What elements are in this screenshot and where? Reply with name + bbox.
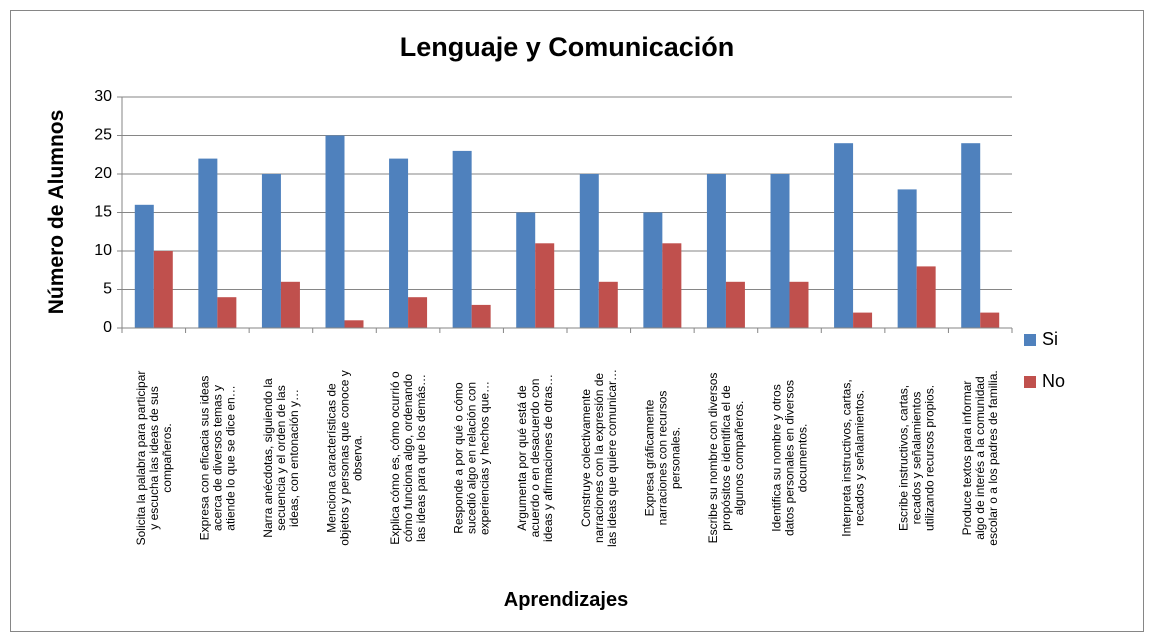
x-tick-label: acuerdo o en desacuerdo con xyxy=(528,379,542,538)
bar xyxy=(198,158,218,328)
bar xyxy=(961,143,981,328)
x-tick-label: recados y señalamientos. xyxy=(853,390,867,526)
bar xyxy=(471,304,491,328)
y-tick-label: 15 xyxy=(94,204,112,221)
x-tick-label: atiende lo que se dice en… xyxy=(223,385,237,530)
bar xyxy=(579,174,599,328)
x-tick-label: ideas, con entonación y… xyxy=(287,389,301,527)
x-axis-title: Aprendizajes xyxy=(504,589,628,611)
x-tick-label: Identifica su nombre y otros xyxy=(770,384,784,531)
bar xyxy=(261,174,281,328)
bar xyxy=(662,243,682,328)
bar xyxy=(408,297,428,328)
x-tick-label: narraciones con la expresión de xyxy=(592,373,606,543)
bar xyxy=(344,320,364,328)
x-tick-label: Expresa gráficamente xyxy=(642,399,656,516)
x-tick-label: observa. xyxy=(351,435,365,481)
x-tick-label: sucedió algo en relación con xyxy=(465,382,479,534)
x-tick-label: Narra anécdotas, siguiendo la xyxy=(261,378,275,538)
x-tick-label: compañeros. xyxy=(160,423,174,492)
bar xyxy=(897,189,917,328)
y-tick-label: 20 xyxy=(94,165,112,182)
x-tick-label: Escribe su nombre con diversos xyxy=(706,373,720,544)
x-tick-label: recados y señalamientos xyxy=(910,392,924,525)
legend-label: No xyxy=(1042,371,1065,391)
x-tick-label: personales. xyxy=(668,427,682,489)
bar xyxy=(134,204,154,328)
bar xyxy=(516,212,536,328)
x-tick-label: algo de interés a la comunidad xyxy=(973,376,987,539)
bar xyxy=(770,174,790,328)
x-tick-label: Expresa con eficacia sus ideas xyxy=(197,376,211,541)
x-tick-label: Menciona características de xyxy=(325,383,339,533)
x-tick-label: escolar o a los padres de familia. xyxy=(986,370,1000,545)
bar xyxy=(789,281,809,328)
x-tick-label: experiencias y hechos que… xyxy=(478,381,492,535)
y-tick-label: 30 xyxy=(94,88,112,105)
x-tick-label: objetos y personas que conoce y xyxy=(338,370,352,545)
x-tick-label: las ideas que quiere comunicar… xyxy=(605,369,619,547)
x-tick-label: acerca de diversos temas y xyxy=(210,385,224,531)
bar xyxy=(389,158,409,328)
chart-title: Lenguaje y Comunicación xyxy=(400,32,735,62)
x-tick-label: ideas y afirmaciones de otras… xyxy=(541,374,555,542)
x-tick-label: Responde a por qué o cómo xyxy=(452,382,466,534)
x-tick-label: propósitos e identifica el de xyxy=(719,385,733,531)
x-tick-label: Interpreta instructivos, cartas, xyxy=(840,379,854,536)
bar xyxy=(325,135,345,328)
x-tick-label: y escucha las ideas de sus xyxy=(147,386,161,529)
y-axis-title: Número de Alumnos xyxy=(45,110,68,315)
x-tick-label: Produce textos para informar xyxy=(960,381,974,536)
bar xyxy=(706,174,726,328)
bar xyxy=(598,281,618,328)
bar xyxy=(725,281,745,328)
x-tick-label: Argumenta por qué está de xyxy=(515,385,529,531)
bar xyxy=(853,312,873,328)
x-tick-label: Escribe instructivos, cartas, xyxy=(897,385,911,531)
legend-label: Si xyxy=(1042,329,1058,349)
y-tick-label: 5 xyxy=(103,281,112,298)
x-tick-label: Construye colectivamente xyxy=(579,389,593,527)
x-tick-label: utilizando recursos propios. xyxy=(923,385,937,531)
x-tick-label: narraciones con recursos xyxy=(655,391,669,526)
bar xyxy=(153,251,173,328)
legend-swatch xyxy=(1024,334,1036,346)
bar xyxy=(280,281,300,328)
bar xyxy=(217,297,237,328)
bar xyxy=(916,266,936,328)
bar xyxy=(643,212,663,328)
legend-swatch xyxy=(1024,376,1036,388)
bar xyxy=(535,243,555,328)
x-tick-label: algunos compañeros. xyxy=(732,401,746,516)
bar xyxy=(834,143,854,328)
x-tick-label: Solicita la palabra para participar xyxy=(134,371,148,546)
bar xyxy=(452,150,472,328)
y-tick-label: 10 xyxy=(94,242,112,259)
x-tick-label: secuencia y el orden de las xyxy=(274,385,288,530)
x-tick-label: las ideas para que los demás… xyxy=(414,374,428,542)
x-tick-label: documentos. xyxy=(796,424,810,493)
x-tick-label: Explica cómo es, cómo ocurrió o xyxy=(388,371,402,545)
y-tick-label: 0 xyxy=(103,319,112,336)
bar xyxy=(980,312,1000,328)
x-tick-label: datos personales en diversos xyxy=(783,380,797,536)
y-tick-label: 25 xyxy=(94,127,112,144)
x-tick-label: cómo funciona algo, ordenando xyxy=(401,374,415,542)
